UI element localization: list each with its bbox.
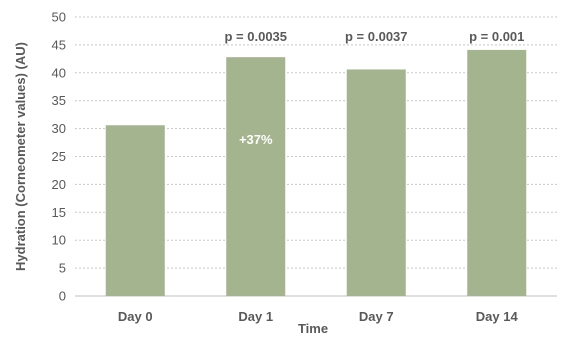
p-value-label: p = 0.001 bbox=[469, 29, 524, 44]
y-tick-label: 25 bbox=[52, 149, 66, 164]
p-value-label: p = 0.0037 bbox=[345, 29, 408, 44]
x-tick-labels: Day 0 Day 1 Day 7 Day 14 bbox=[118, 309, 519, 324]
bars bbox=[105, 49, 527, 297]
y-tick-label: 15 bbox=[52, 205, 66, 220]
y-tick-label: 0 bbox=[59, 289, 66, 304]
y-tick-label: 20 bbox=[52, 177, 66, 192]
y-tick-label: 10 bbox=[52, 233, 66, 248]
y-axis-title: Hydration (Corneometer values) (AU) bbox=[13, 42, 28, 271]
y-tick-label: 40 bbox=[52, 65, 66, 80]
p-value-label: p = 0.0035 bbox=[224, 29, 287, 44]
annotations: p = 0.0035 p = 0.0037 p = 0.001 +37% bbox=[224, 29, 524, 147]
x-tick-label: Day 0 bbox=[118, 309, 153, 324]
y-tick-label: 45 bbox=[52, 37, 66, 52]
x-axis-title: Time bbox=[298, 321, 328, 336]
x-tick-label: Day 14 bbox=[476, 309, 519, 324]
x-tick-label: Day 7 bbox=[359, 309, 394, 324]
bar bbox=[467, 49, 527, 297]
bar bbox=[226, 57, 286, 297]
y-tick-label: 5 bbox=[59, 261, 66, 276]
x-tick-label: Day 1 bbox=[238, 309, 273, 324]
y-tick-label: 50 bbox=[52, 10, 66, 25]
y-tick-labels: 0 5 10 15 20 25 30 35 40 45 50 bbox=[52, 10, 66, 304]
bar bbox=[105, 125, 165, 296]
percent-change-label: +37% bbox=[239, 132, 273, 147]
y-tick-label: 35 bbox=[52, 93, 66, 108]
y-tick-label: 30 bbox=[52, 121, 66, 136]
bar bbox=[346, 69, 406, 297]
